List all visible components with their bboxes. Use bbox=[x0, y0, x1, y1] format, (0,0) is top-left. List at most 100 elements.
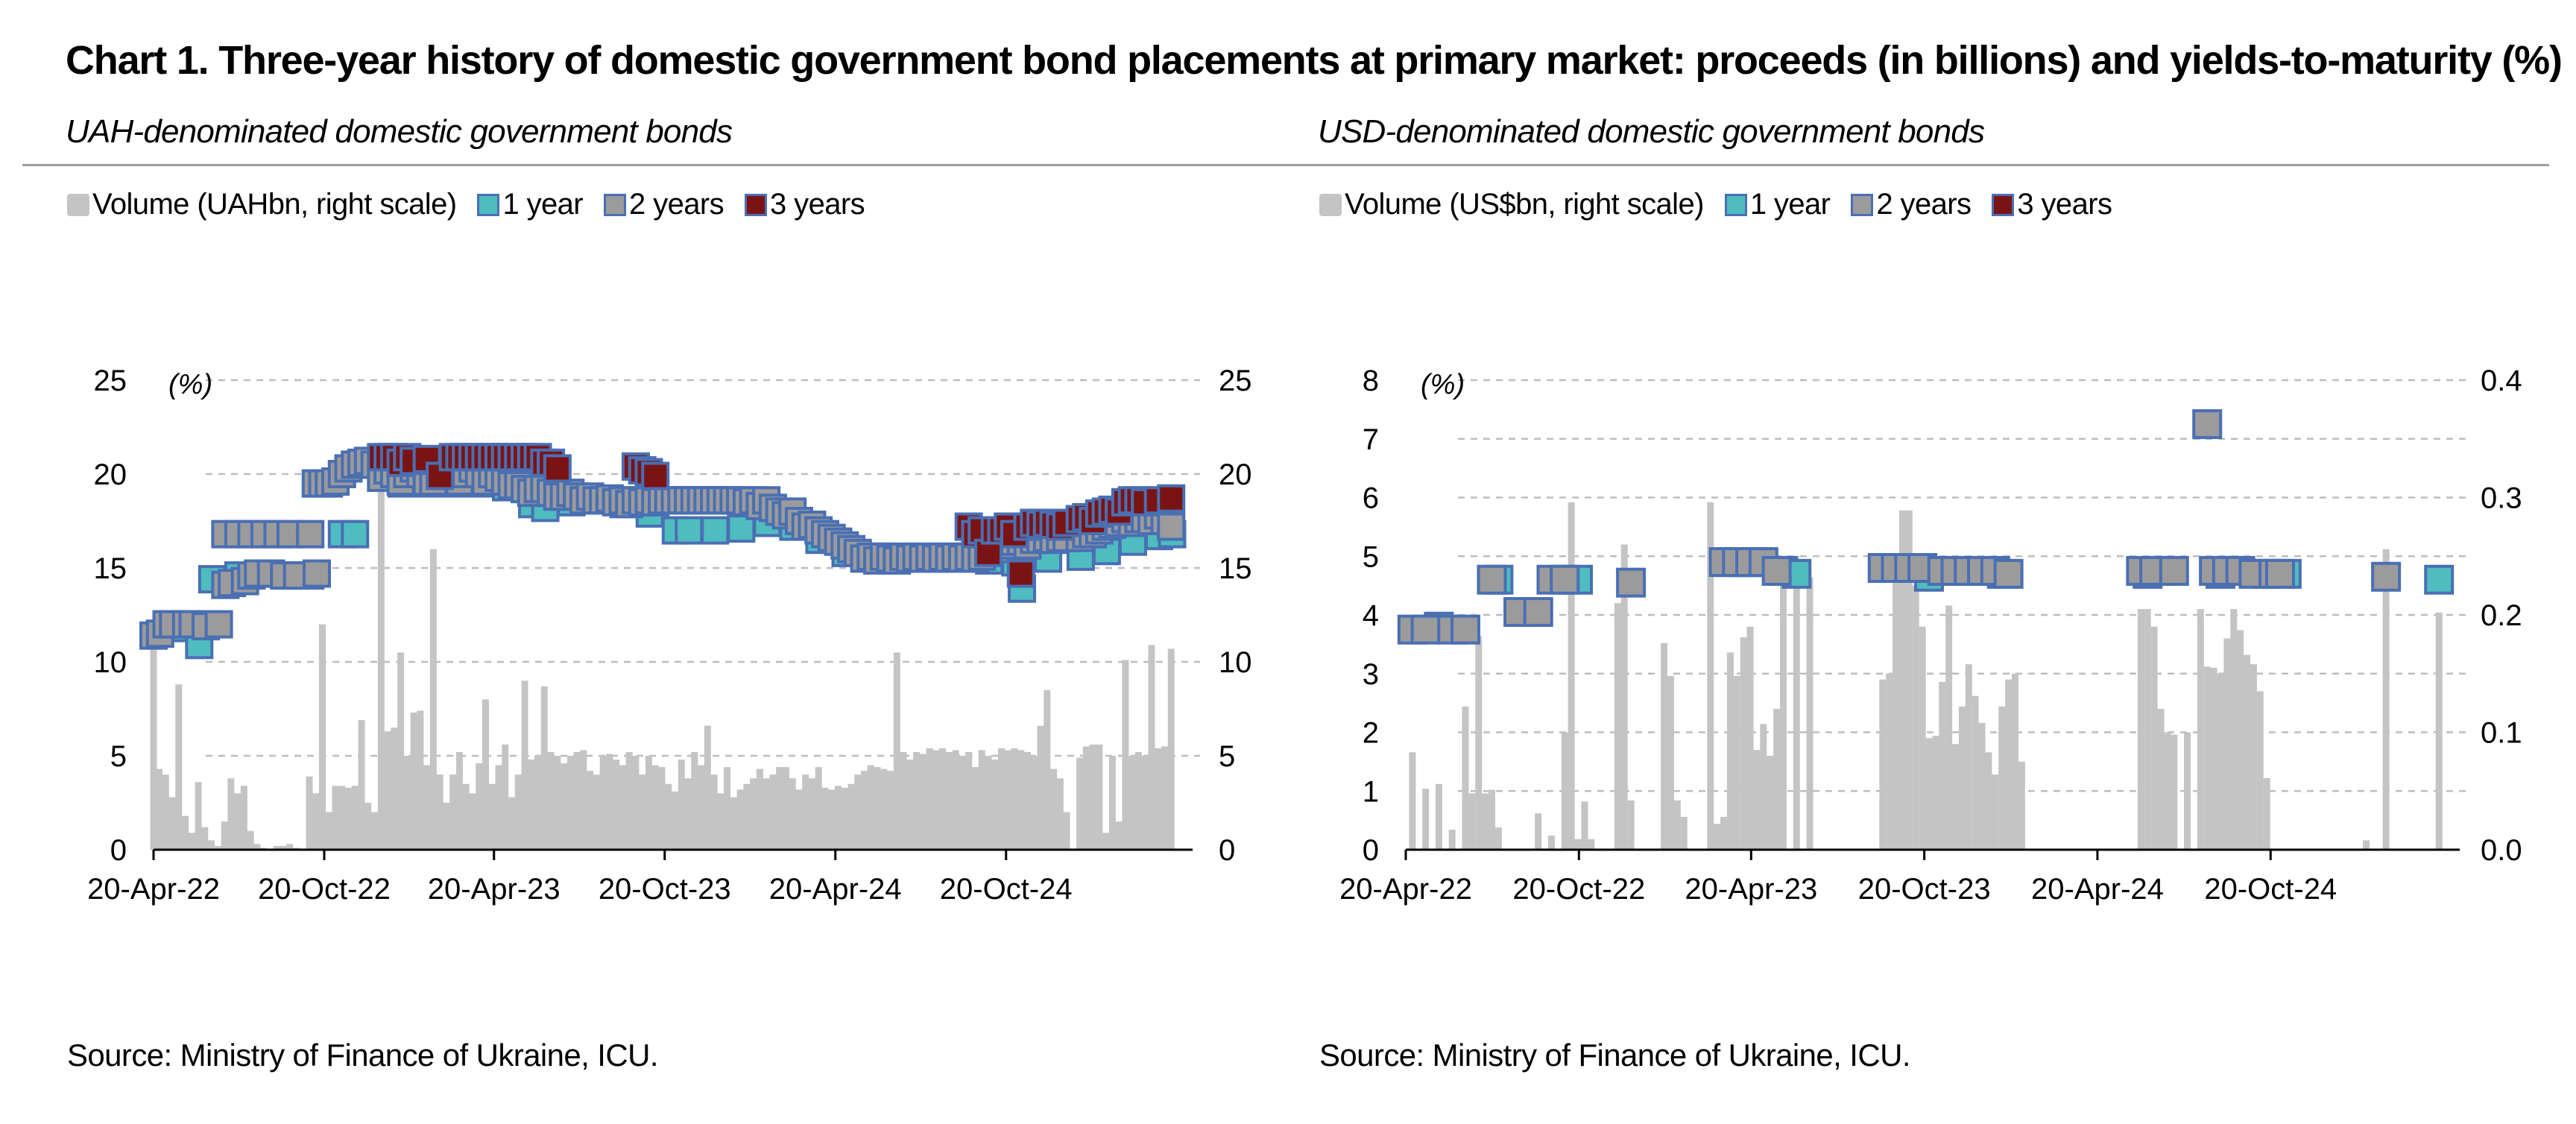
volume-bar bbox=[1044, 689, 1051, 850]
volume-bar bbox=[201, 827, 209, 850]
volume-bar bbox=[227, 778, 235, 850]
volume-bar bbox=[417, 710, 424, 850]
volume-bar bbox=[599, 756, 607, 850]
legend-2-years-swatch bbox=[604, 193, 627, 216]
volume-bar bbox=[997, 748, 1005, 850]
volume-bar bbox=[789, 778, 796, 850]
volume-bar bbox=[1435, 783, 1442, 850]
volume-bar bbox=[639, 774, 646, 850]
volume-bar bbox=[1627, 800, 1635, 850]
legend-3-years-label: 3 years bbox=[770, 188, 865, 221]
volume-bar bbox=[1932, 736, 1939, 850]
volume-bar bbox=[776, 767, 783, 850]
two-year-yield-marker bbox=[1523, 597, 1553, 628]
volume-bar bbox=[1886, 673, 1893, 850]
two-year-yield-marker bbox=[2264, 558, 2295, 589]
volume-bar bbox=[2256, 691, 2264, 850]
volume-bar bbox=[1063, 812, 1070, 850]
x-axis-tick-label: 20-Apr-22 bbox=[87, 873, 220, 906]
x-axis-tick-label: 20-Oct-22 bbox=[258, 873, 391, 906]
volume-bar bbox=[1581, 801, 1588, 850]
volume-bar bbox=[808, 778, 815, 850]
right-axis-tick-label: 0.1 bbox=[2481, 717, 2522, 750]
volume-bar bbox=[802, 774, 809, 850]
volume-bar bbox=[1096, 744, 1103, 850]
volume-bar bbox=[502, 744, 509, 850]
volume-bar bbox=[1462, 706, 1469, 850]
volume-bar bbox=[325, 812, 332, 850]
volume-bar bbox=[2184, 732, 2191, 850]
volume-bar bbox=[1614, 603, 1621, 850]
volume-bar bbox=[221, 821, 228, 850]
volume-bar bbox=[247, 830, 254, 850]
volume-bar bbox=[632, 756, 640, 850]
volume-bar bbox=[847, 783, 855, 850]
volume-bar bbox=[1004, 750, 1011, 850]
volume-bar bbox=[364, 803, 372, 850]
volume-bar bbox=[1972, 695, 1979, 850]
volume-bar bbox=[932, 750, 940, 850]
volume-bar bbox=[2203, 666, 2211, 850]
left-axis-tick-label: 10 bbox=[94, 646, 127, 679]
volume-bar bbox=[423, 765, 431, 850]
volume-bar bbox=[704, 725, 711, 850]
usd-legend: Volume (US$bn, right scale) 1 year 2 yea… bbox=[1319, 188, 2133, 221]
volume-bar bbox=[1568, 502, 1575, 850]
x-axis-tick-label: 20-Apr-24 bbox=[2031, 873, 2164, 906]
three-year-yield-marker bbox=[543, 454, 572, 483]
volume-bar bbox=[1998, 706, 2006, 850]
unit-label: (%) bbox=[168, 369, 212, 400]
volume-bar bbox=[455, 751, 463, 850]
volume-bar bbox=[971, 767, 979, 850]
volume-bar bbox=[880, 768, 888, 850]
volume-bar bbox=[2223, 638, 2231, 850]
volume-bar bbox=[2144, 609, 2151, 850]
volume-bar bbox=[2217, 673, 2224, 850]
volume-bar bbox=[1024, 751, 1032, 850]
right-axis-tick-label: 0.4 bbox=[2481, 364, 2522, 397]
volume-bar bbox=[521, 681, 528, 850]
left-axis-tick-label: 25 bbox=[94, 364, 127, 397]
volume-bar bbox=[587, 771, 594, 850]
volume-bar bbox=[528, 760, 535, 850]
volume-bar bbox=[1939, 681, 1946, 850]
volume-bar bbox=[540, 686, 548, 850]
volume-bar bbox=[782, 767, 789, 850]
x-axis-tick-label: 20-Apr-23 bbox=[1685, 873, 1817, 906]
left-axis-tick-label: 5 bbox=[110, 740, 127, 773]
volume-bar bbox=[1108, 756, 1116, 850]
left-axis-tick-label: 8 bbox=[1363, 364, 1379, 397]
volume-bar bbox=[2012, 673, 2019, 850]
volume-bar bbox=[991, 760, 999, 850]
volume-bar bbox=[717, 793, 724, 850]
left-axis-tick-label: 6 bbox=[1363, 482, 1379, 515]
volume-bar bbox=[763, 778, 770, 850]
two-year-yield-marker bbox=[302, 559, 331, 588]
volume-bar bbox=[1056, 778, 1064, 850]
volume-bar bbox=[828, 789, 836, 850]
uah-chart: 0 5 10 15 20 25 0 5 10 15 20 25 (%) 20-Apr-22 20-Oct-2… bbox=[87, 364, 1252, 906]
volume-bar bbox=[1076, 757, 1084, 850]
volume-bar bbox=[156, 768, 163, 850]
volume-bar bbox=[1489, 789, 1496, 850]
one-year-yield-marker bbox=[341, 520, 370, 549]
uah-subtitle: UAH-denominated domestic government bond… bbox=[66, 113, 733, 150]
three-year-yield-marker bbox=[641, 461, 670, 490]
right-axis-tick-label: 0 bbox=[1219, 834, 1235, 867]
volume-bar bbox=[841, 787, 848, 850]
volume-bar bbox=[658, 767, 666, 850]
right-axis-tick-label: 0.3 bbox=[2481, 482, 2522, 515]
volume-bar bbox=[1011, 748, 1018, 850]
right-axis-tick-label: 25 bbox=[1219, 364, 1252, 397]
legend-volume-swatch bbox=[67, 193, 89, 216]
usd-source: Source: Ministry of Finance of Ukraine, … bbox=[1319, 1038, 1910, 1073]
volume-bar bbox=[939, 748, 947, 850]
volume-bar bbox=[1089, 744, 1096, 850]
volume-bar bbox=[436, 774, 443, 850]
volume-bar bbox=[1448, 830, 1456, 850]
one-year-yield-marker bbox=[675, 516, 704, 545]
volume-bar bbox=[1409, 752, 1416, 850]
three-year-yield-marker bbox=[1006, 559, 1035, 588]
volume-bar bbox=[377, 455, 385, 850]
volume-bar bbox=[906, 760, 914, 850]
